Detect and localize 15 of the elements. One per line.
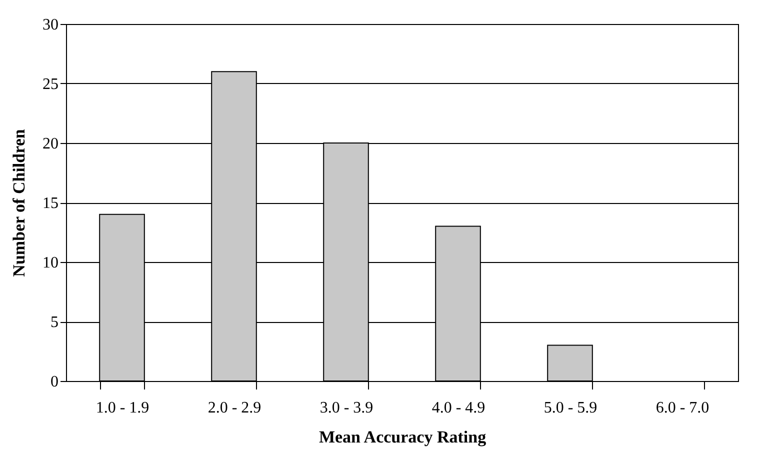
- x-tick-label: 1.0 - 1.9: [96, 400, 150, 416]
- x-tick-label: 2.0 - 2.9: [208, 400, 262, 416]
- y-tick-label: 0: [50, 374, 58, 390]
- x-tick-label: 5.0 - 5.9: [544, 400, 598, 416]
- y-tick-label: 20: [42, 136, 58, 152]
- x-tick-label: 6.0 - 7.0: [656, 400, 710, 416]
- y-tick-label: 30: [42, 16, 58, 34]
- x-axis-title: Mean Accuracy Rating: [318, 428, 487, 446]
- y-tick-label: 15: [42, 195, 58, 212]
- y-tick-label: 5: [50, 314, 58, 331]
- y-axis-title: Number of Children: [10, 128, 28, 277]
- y-tick-label: 10: [42, 254, 58, 272]
- y-tick-label: 25: [42, 76, 58, 93]
- x-tick-label: 3.0 - 3.9: [320, 400, 374, 416]
- x-tick-label: 4.0 - 4.9: [432, 400, 486, 416]
